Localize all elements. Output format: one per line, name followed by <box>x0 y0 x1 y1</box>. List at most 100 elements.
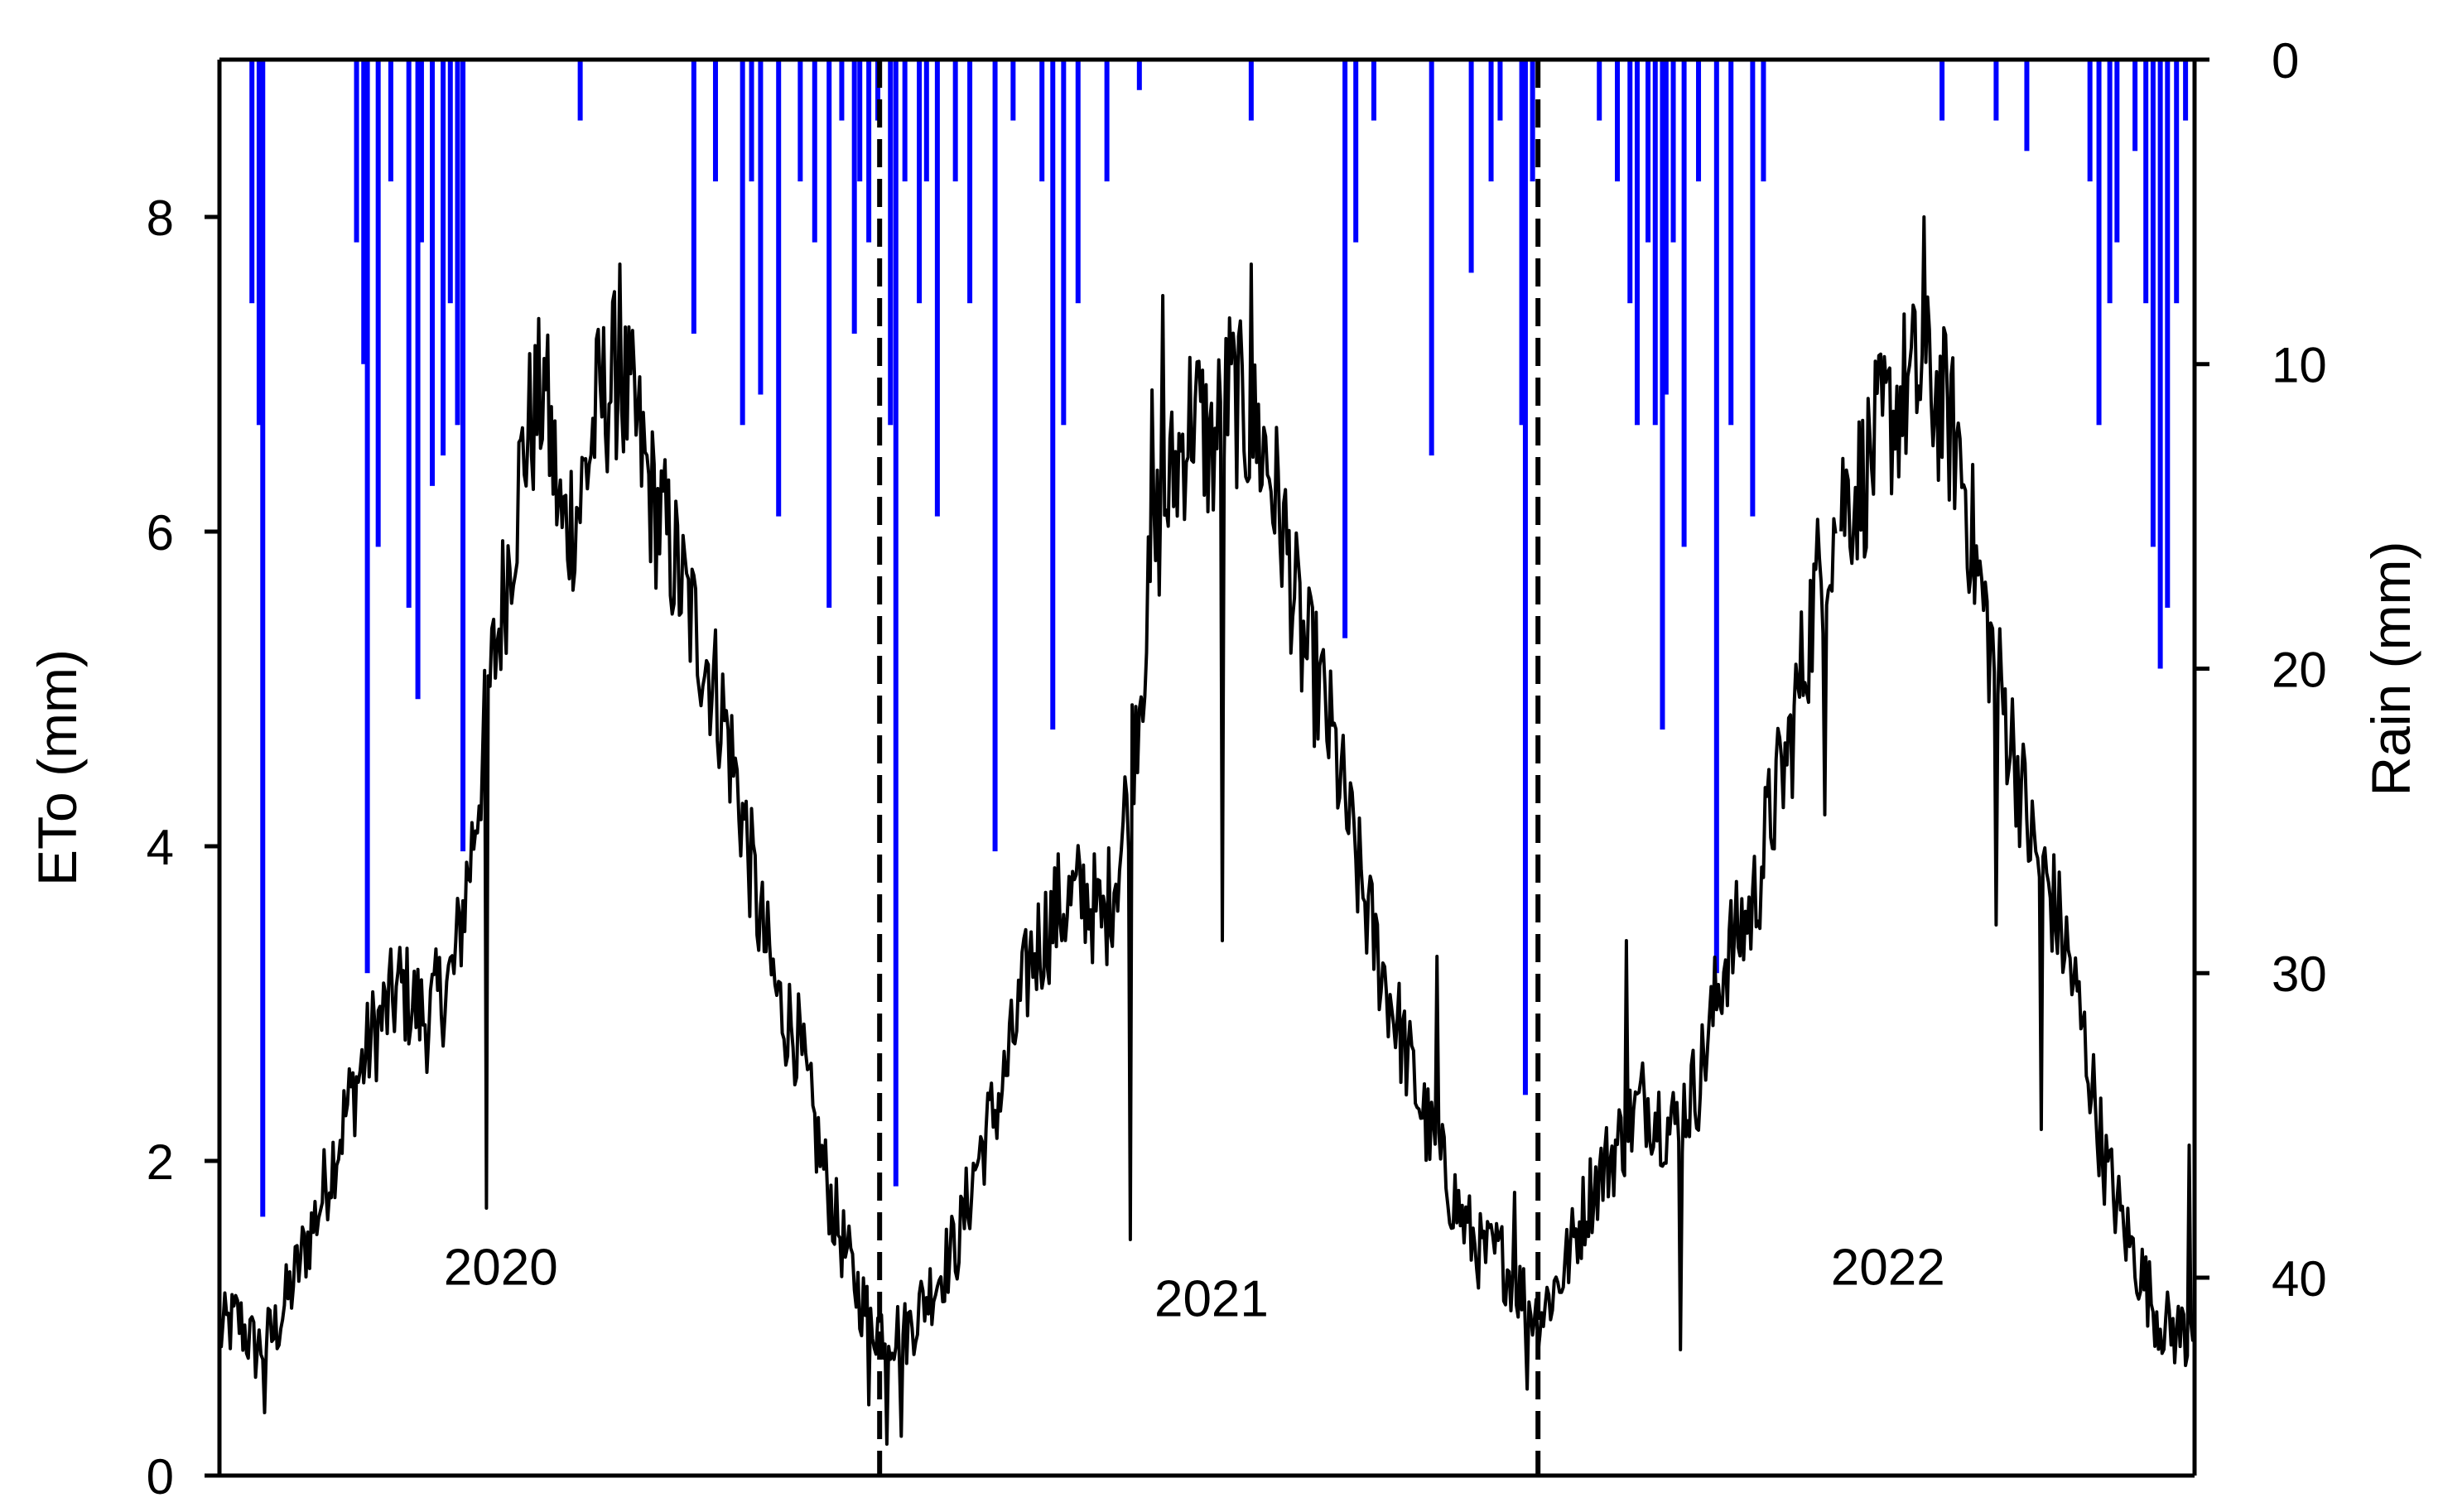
rain-bar <box>430 60 436 486</box>
rain-bar <box>388 60 393 182</box>
rain-bar <box>1050 60 1056 730</box>
rain-bar <box>1660 60 1665 730</box>
rain-bar <box>1488 60 1494 182</box>
left-axis-title: ETo (mm) <box>27 649 88 886</box>
plot-marks <box>218 60 2196 1476</box>
right-tick-label: 10 <box>2272 338 2327 393</box>
rain-bar <box>851 60 857 334</box>
rain-bar <box>406 60 412 608</box>
rain-bar <box>2132 60 2138 152</box>
left-tick-label: 6 <box>147 505 174 561</box>
rain-bar <box>1468 60 1474 273</box>
rain-bar <box>923 60 929 182</box>
rain-bar <box>441 60 446 456</box>
rain-bar <box>364 60 370 974</box>
rain-bar <box>249 60 255 304</box>
rain-bar <box>2183 60 2189 121</box>
rain-bar <box>1010 60 1016 121</box>
rain-bar <box>749 60 754 182</box>
rain-bar <box>857 60 863 182</box>
rain-bar <box>1353 60 1359 243</box>
rain-bar <box>888 60 894 426</box>
right-tick-label: 20 <box>2272 642 2327 697</box>
eto-line <box>218 215 2196 1446</box>
rain-bar <box>917 60 923 304</box>
rain-bar <box>812 60 817 243</box>
rain-bar <box>1634 60 1640 426</box>
rain-bar <box>1728 60 1734 426</box>
rain-bar <box>2024 60 2030 152</box>
rain-bar <box>1750 60 1756 517</box>
rain-bar <box>354 60 359 243</box>
rain-bar <box>691 60 696 334</box>
rain-bar <box>1696 60 1702 182</box>
rain-bar <box>1681 60 1687 547</box>
rain-bar <box>2165 60 2171 608</box>
rain-bar <box>1371 60 1376 121</box>
rain-bar <box>992 60 998 852</box>
rain-bar <box>1627 60 1633 304</box>
rain-bar <box>1670 60 1676 243</box>
rain-bar <box>893 60 899 1187</box>
rain-bar <box>797 60 803 182</box>
rain-bar <box>1104 60 1110 182</box>
year-label: 2020 <box>444 1240 558 1297</box>
rain-bar <box>1615 60 1621 182</box>
rain-bar <box>1061 60 1067 426</box>
left-tick-label: 4 <box>147 820 174 875</box>
rain-bar <box>455 60 460 426</box>
rain-bar <box>1429 60 1434 456</box>
rain-bar <box>1939 60 1945 121</box>
rain-bar <box>902 60 908 182</box>
right-tick-label: 0 <box>2272 33 2299 89</box>
rain-bar <box>2107 60 2113 304</box>
rain-bar <box>1761 60 1766 182</box>
rain-bar <box>1075 60 1081 304</box>
rain-bar <box>1342 60 1348 638</box>
rain-bar <box>2096 60 2102 426</box>
rain-bar <box>2143 60 2149 304</box>
rain-bar <box>2087 60 2093 182</box>
rain-bar <box>415 60 421 700</box>
rain-bar <box>447 60 453 304</box>
rain-bar <box>776 60 782 517</box>
year-label: 2021 <box>1154 1271 1269 1328</box>
rain-bar <box>1663 60 1669 395</box>
rain-bar <box>460 60 466 852</box>
rain-bar <box>740 60 745 426</box>
rain-bar <box>260 60 266 1217</box>
rain-bar <box>758 60 764 395</box>
rain-bar <box>375 60 381 547</box>
right-tick-label: 30 <box>2272 946 2327 1002</box>
rain-bar <box>1136 60 1142 90</box>
right-tick-label: 40 <box>2272 1251 2327 1307</box>
rain-bar <box>577 60 583 121</box>
axes: 2020 2021 2022 0 2 4 6 8 0 10 20 30 40 ETo (mm) Rain (… <box>27 33 2421 1505</box>
rain-bar <box>1522 60 1528 1095</box>
rain-bar <box>712 60 718 182</box>
rain-bar <box>256 60 262 426</box>
rain-bar <box>361 60 367 364</box>
rain-bar <box>1597 60 1602 121</box>
rain-bar <box>1993 60 1999 121</box>
rain-bar <box>866 60 872 243</box>
rain-bar <box>1248 60 1254 121</box>
rain-bar <box>826 60 832 608</box>
rain-bar <box>1646 60 1651 243</box>
left-tick-label: 8 <box>147 190 174 246</box>
rain-bar <box>934 60 940 517</box>
rain-bar <box>1713 60 1719 974</box>
right-axis-title: Rain (mm) <box>2360 541 2421 796</box>
rain-bar <box>1652 60 1658 426</box>
rain-bar <box>418 60 424 243</box>
rain-bar <box>2174 60 2180 304</box>
rain-bar <box>2150 60 2156 547</box>
rain-bar <box>1497 60 1503 121</box>
rain-bar <box>1530 60 1535 182</box>
rain-bar <box>2157 60 2163 669</box>
rain-bar <box>2114 60 2120 243</box>
year-label: 2022 <box>1831 1240 1945 1297</box>
rain-bar <box>875 60 880 121</box>
rain-bar <box>839 60 845 121</box>
